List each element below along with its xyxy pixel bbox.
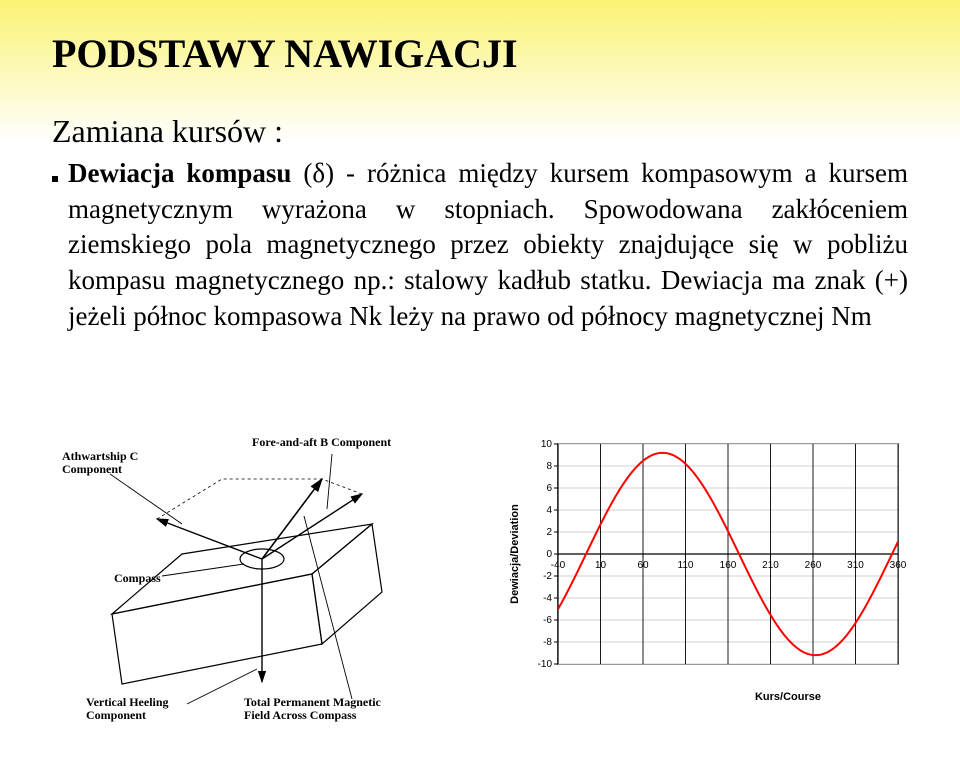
- svg-text:6: 6: [546, 483, 552, 494]
- svg-text:-4: -4: [543, 593, 552, 604]
- svg-text:2: 2: [546, 527, 552, 538]
- svg-text:10: 10: [595, 560, 607, 571]
- figures-row: Athwartship CComponent Fore-and-aft B Com…: [0, 424, 960, 724]
- svg-text:Kurs/Course: Kurs/Course: [755, 691, 821, 703]
- svg-text:360: 360: [890, 560, 907, 571]
- body-paragraph: Dewiacja kompasu (δ) - różnica między ku…: [68, 156, 908, 334]
- svg-text:Athwartship CComponent: Athwartship CComponent: [62, 449, 138, 476]
- svg-text:210: 210: [762, 560, 779, 571]
- svg-text:260: 260: [805, 560, 822, 571]
- svg-text:Compass: Compass: [114, 571, 161, 585]
- svg-text:310: 310: [847, 560, 864, 571]
- deviation-term: Dewiacja kompasu: [68, 158, 291, 188]
- svg-text:110: 110: [678, 560, 694, 571]
- svg-text:160: 160: [720, 560, 737, 571]
- svg-text:-40: -40: [551, 560, 566, 571]
- deviation-chart: -10 -8 -6 -4 -2 0 2 4 6 8 10 -40 10 60 110 160 210 260 310…: [500, 424, 920, 724]
- page-content: PODSTAWY NAWIGACJI Zamiana kursów : Dewi…: [0, 0, 960, 334]
- svg-text:0: 0: [546, 549, 552, 560]
- svg-text:8: 8: [546, 461, 552, 472]
- compass-diagram: Athwartship CComponent Fore-and-aft B Com…: [52, 424, 492, 724]
- svg-text:-6: -6: [543, 615, 552, 626]
- svg-text:60: 60: [637, 560, 649, 571]
- bullet-item: Dewiacja kompasu (δ) - różnica między ku…: [52, 156, 908, 334]
- svg-text:10: 10: [541, 439, 553, 450]
- svg-text:Dewiacja/Deviation: Dewiacja/Deviation: [509, 504, 521, 604]
- svg-text:-2: -2: [543, 571, 552, 582]
- svg-text:-10: -10: [538, 659, 553, 670]
- svg-text:Total Permanent MagneticField: Total Permanent MagneticField Across Com…: [244, 695, 382, 722]
- svg-text:Fore-and-aft B Component: Fore-and-aft B Component: [252, 435, 391, 449]
- page-title: PODSTAWY NAWIGACJI: [52, 30, 908, 77]
- deviation-symbol: (δ): [291, 158, 334, 188]
- svg-text:Vertical HeelingComponent: Vertical HeelingComponent: [86, 695, 169, 722]
- svg-text:4: 4: [546, 505, 552, 516]
- svg-text:-8: -8: [543, 637, 552, 648]
- subtitle: Zamiana kursów :: [52, 113, 908, 150]
- bullet-icon: [52, 176, 58, 182]
